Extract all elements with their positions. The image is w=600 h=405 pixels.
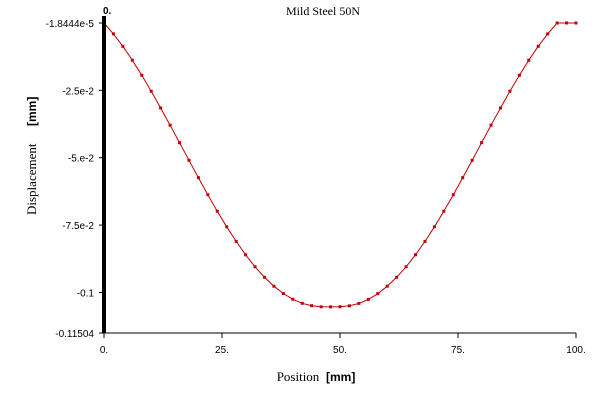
data-point xyxy=(130,58,134,62)
y-tick-label: -0.11504 xyxy=(55,329,94,340)
y-tick-label: -1.8444e-5 xyxy=(46,19,95,30)
y-axis-title: Displacement [mm] xyxy=(24,97,39,215)
x-axis-label: Position xyxy=(277,369,320,384)
data-point xyxy=(574,21,578,25)
data-point xyxy=(423,239,427,243)
data-point xyxy=(244,253,248,257)
cursor-layer[interactable]: 0. xyxy=(102,6,112,333)
data-point xyxy=(498,106,502,110)
chart-title: Mild Steel 50N xyxy=(286,4,360,18)
data-point xyxy=(215,209,219,213)
x-tick-label: 100. xyxy=(566,345,585,356)
data-point xyxy=(262,275,266,279)
data-point xyxy=(121,44,125,48)
data-point xyxy=(140,73,144,77)
data-point xyxy=(432,225,436,229)
data-point xyxy=(565,21,569,25)
cursor-value-label: 0. xyxy=(103,6,112,17)
data-point xyxy=(329,305,333,309)
data-point xyxy=(310,304,314,308)
data-point xyxy=(536,44,540,48)
data-point xyxy=(385,284,389,288)
x-tick-label: 25. xyxy=(215,345,229,356)
data-point xyxy=(168,123,172,127)
y-axis-label: Displacement xyxy=(24,143,39,215)
data-point xyxy=(272,284,276,288)
data-point xyxy=(404,265,408,269)
data-point xyxy=(366,297,370,301)
series-line xyxy=(103,22,576,308)
data-point xyxy=(357,301,361,305)
data-point xyxy=(461,176,465,180)
data-point xyxy=(338,305,342,309)
x-axis-unit: [mm] xyxy=(326,370,355,384)
data-point xyxy=(555,21,559,25)
x-tick-layer: 0. 25. 50. 75. 100. xyxy=(100,333,586,356)
y-tick-label: -2.5e-2 xyxy=(62,86,94,97)
data-point xyxy=(517,73,521,77)
data-point xyxy=(347,304,351,308)
data-point xyxy=(291,297,295,301)
data-point xyxy=(508,89,512,93)
data-point xyxy=(395,275,399,279)
data-point xyxy=(300,301,304,305)
y-axis-unit: [mm] xyxy=(25,97,39,126)
y-tick-label: -0.1 xyxy=(77,288,95,299)
data-point xyxy=(196,176,200,180)
axes-layer xyxy=(103,23,576,334)
x-tick-label: 50. xyxy=(333,345,347,356)
data-point xyxy=(281,292,285,296)
data-point xyxy=(225,225,229,229)
data-point xyxy=(414,253,418,257)
x-tick-label: 0. xyxy=(100,345,108,356)
data-point xyxy=(187,158,191,162)
data-point xyxy=(546,32,550,36)
data-point xyxy=(178,141,182,145)
data-point xyxy=(111,32,115,36)
data-point xyxy=(206,193,210,197)
data-point xyxy=(470,158,474,162)
data-point xyxy=(527,58,531,62)
series-layer xyxy=(102,21,578,309)
data-point xyxy=(319,305,323,309)
data-point xyxy=(234,239,238,243)
y-tick-layer: -1.8444e-5 -2.5e-2 -5.e-2 -7.5e-2 -0.1 -0.115… xyxy=(46,19,104,340)
data-point xyxy=(253,265,257,269)
data-point xyxy=(480,141,484,145)
x-tick-label: 75. xyxy=(451,345,465,356)
y-tick-label: -5.e-2 xyxy=(68,154,95,165)
data-point xyxy=(451,193,455,197)
data-point xyxy=(442,209,446,213)
data-point xyxy=(149,89,153,93)
data-point xyxy=(489,123,493,127)
x-axis-title: Position [mm] xyxy=(277,369,356,384)
data-point xyxy=(159,106,163,110)
y-tick-label: -7.5e-2 xyxy=(62,221,94,232)
data-point xyxy=(376,292,380,296)
